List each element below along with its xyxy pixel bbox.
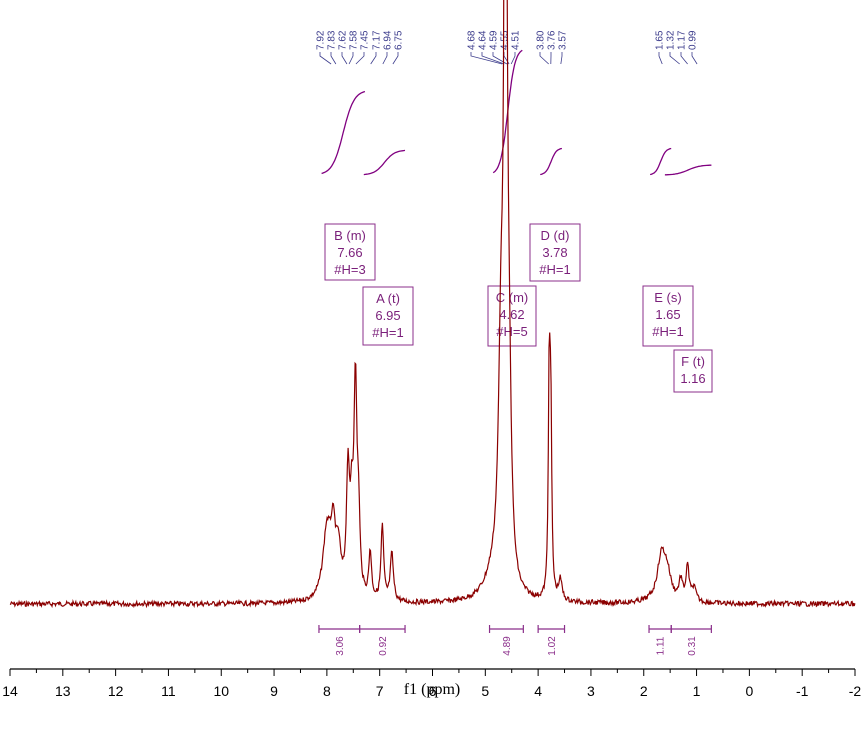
peak-label-16: 1.65 <box>655 30 666 50</box>
x-ticks: 14 13 12 11 10 9 8 7 6 5 4 3 2 1 0 -1 -2 <box>2 669 861 699</box>
multiplet-box-B <box>324 223 376 281</box>
peak-label-19: 0.99 <box>688 30 699 50</box>
x-tick-label-7: 7 <box>376 683 384 699</box>
peak-connector-8 <box>470 52 503 65</box>
peak-connector-5 <box>370 52 377 65</box>
peak-label-11: 4.55 <box>500 30 511 50</box>
multiplet-text-C-1: 4.62 <box>499 307 524 322</box>
x-tick-label-15: -1 <box>796 683 809 699</box>
integral-label-0: 3.06 <box>335 636 346 656</box>
multiplet-text-D-1: 3.78 <box>542 245 567 260</box>
integral-curve-0 <box>321 90 366 175</box>
peak-connector-16 <box>658 52 663 65</box>
integral-label-4: 1.11 <box>656 636 667 655</box>
multiplet-text-B-1: 7.66 <box>337 245 362 260</box>
integral-label-3: 1.02 <box>547 636 558 656</box>
peak-label-13: 3.80 <box>536 30 547 50</box>
integral-curves <box>321 49 712 176</box>
peak-connector-11 <box>503 52 510 65</box>
x-tick-label-6: 8 <box>323 683 331 699</box>
multiplet-text-A-2: #H=1 <box>372 325 403 340</box>
peak-label-12: 4.51 <box>511 30 522 50</box>
peak-connector-6 <box>382 52 388 65</box>
multiplet-text-D-2: #H=1 <box>539 262 570 277</box>
integral-label-5: 0.31 <box>687 636 698 656</box>
x-tick-label-8: 6 <box>429 683 437 699</box>
peak-connector-12 <box>510 52 516 65</box>
x-tick-label-9: 5 <box>481 683 489 699</box>
x-tick-label-2: 12 <box>108 683 124 699</box>
peak-connector-1 <box>330 52 337 65</box>
multiplet-text-D-0: D (d) <box>541 228 570 243</box>
x-tick-label-16: -2 <box>849 683 862 699</box>
peak-label-14: 3.76 <box>547 30 558 50</box>
peak-label-9: 4.64 <box>478 30 489 50</box>
x-tick-label-5: 9 <box>270 683 278 699</box>
integral-curve-1 <box>363 149 406 176</box>
integral-curve-5 <box>664 164 712 176</box>
multiplet-text-B-2: #H=3 <box>334 262 365 277</box>
multiplet-boxes: B (m) 7.66 #H=3 A (t) 6.95 #H=1 C (m) 4.62 #H=5 D… <box>324 223 713 393</box>
peak-connector-4 <box>355 52 365 65</box>
x-tick-label-3: 11 <box>161 683 176 699</box>
peak-label-5: 7.17 <box>372 30 383 50</box>
peak-connector-7 <box>392 52 399 65</box>
x-axis-title: f1 (ppm) <box>404 681 460 698</box>
multiplet-text-C-2: #H=5 <box>496 324 527 339</box>
peak-connector-0 <box>319 52 332 65</box>
integral-curve-4 <box>650 147 672 176</box>
x-tick-label-10: 4 <box>534 683 542 699</box>
multiplet-text-F-0: F (t) <box>681 354 705 369</box>
peak-connector-10 <box>492 52 508 65</box>
multiplet-text-B-0: B (m) <box>334 228 366 243</box>
multiplet-box-D <box>529 223 581 282</box>
x-tick-label-12: 2 <box>640 683 648 699</box>
peak-connector-15 <box>560 52 563 65</box>
peak-label-1: 7.83 <box>327 30 338 50</box>
integral-label-1: 0.92 <box>378 636 389 656</box>
x-axis: 14 13 12 11 10 9 8 7 6 5 4 3 2 1 0 -1 -2 f1 (ppm) <box>2 668 861 699</box>
peak-connector-2 <box>341 52 348 65</box>
peak-label-15: 3.57 <box>558 30 569 50</box>
spectrum-line <box>9 0 856 609</box>
peak-label-2: 7.62 <box>338 30 349 50</box>
x-tick-label-11: 3 <box>587 683 595 699</box>
integral-curve-3 <box>540 147 562 176</box>
peak-label-17: 1.32 <box>666 30 677 50</box>
integral-label-2: 4.89 <box>502 636 513 656</box>
peak-connector-19 <box>691 52 698 65</box>
peak-label-4: 7.45 <box>360 30 371 50</box>
peak-label-6: 6.94 <box>383 30 394 50</box>
x-tick-label-13: 1 <box>693 683 701 699</box>
multiplet-text-F-1: 1.16 <box>680 371 705 386</box>
multiplet-box-C <box>487 285 537 347</box>
x-tick-label-1: 13 <box>55 683 71 699</box>
x-tick-label-14: 0 <box>745 683 753 699</box>
peak-connector-18 <box>680 52 688 65</box>
peak-label-7: 6.75 <box>394 30 405 50</box>
x-tick-label-0: 14 <box>2 683 18 699</box>
multiplet-box-E <box>642 285 694 347</box>
peak-connector-17 <box>669 52 680 65</box>
multiplet-box-A <box>362 286 414 346</box>
multiplet-text-E-2: #H=1 <box>652 324 683 339</box>
multiplet-box-F <box>673 349 713 393</box>
multiplet-text-E-1: 1.65 <box>655 307 680 322</box>
multiplet-text-A-1: 6.95 <box>375 308 400 323</box>
multiplet-text-C-0: C (m) <box>496 290 529 305</box>
peak-label-10: 4.59 <box>489 30 500 50</box>
peak-label-3: 7.58 <box>349 30 360 50</box>
peak-label-8: 4.68 <box>467 30 478 50</box>
peak-label-18: 1.17 <box>677 30 688 50</box>
peak-connector-13 <box>539 52 549 65</box>
multiplet-text-E-0: E (s) <box>654 290 681 305</box>
peak-label-0: 7.92 <box>316 30 327 50</box>
peak-connector-9 <box>481 52 505 65</box>
integral-bars: 3.06 0.92 4.89 1.02 1.11 0.31 <box>318 625 712 656</box>
x-tick-label-4: 10 <box>213 683 229 699</box>
multiplet-text-A-0: A (t) <box>376 291 400 306</box>
peak-connector-3 <box>348 52 354 65</box>
peak-labels: 7.92 7.83 7.62 7.58 7.45 7.17 6.94 6.75 4.68 4.64… <box>316 30 699 65</box>
